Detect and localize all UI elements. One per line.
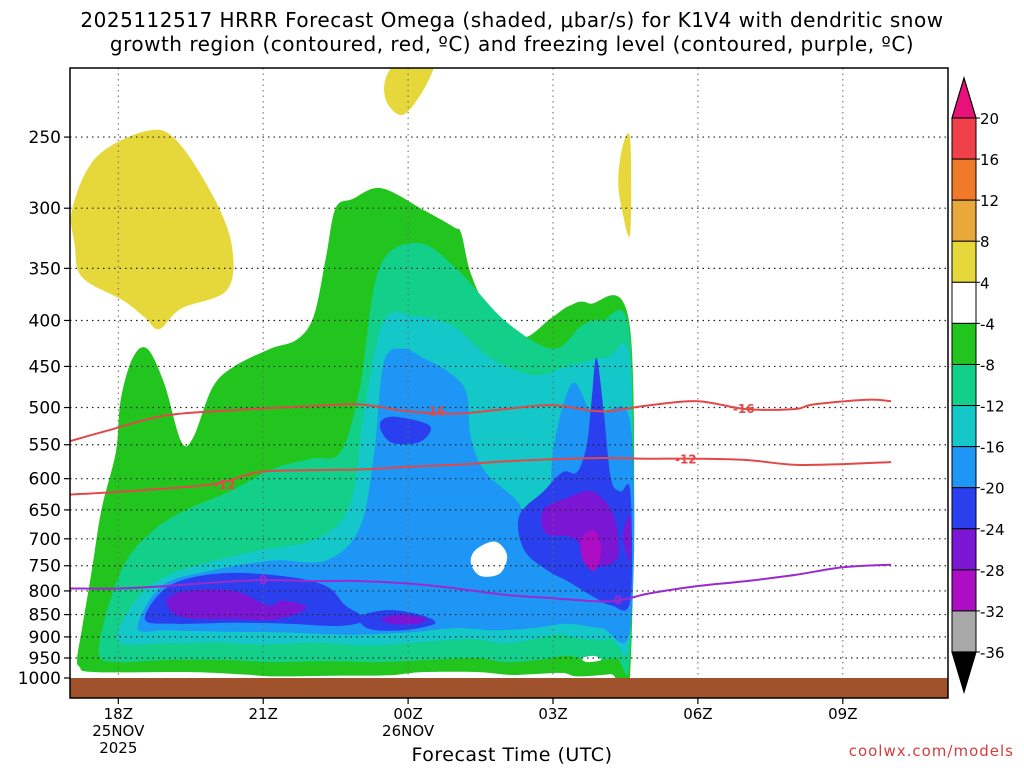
plot-frame	[69, 67, 949, 699]
colorbar: 20 16 12 8 4 -4 -8 -12 -16 -20 -24 -28 -32 -36	[951, 75, 1005, 695]
colorbar-label: -20	[980, 480, 1005, 498]
omega-region-14	[381, 614, 426, 625]
contour-label: 0	[259, 573, 267, 587]
colorbar-bin	[951, 569, 977, 612]
omega-region-4	[787, 52, 807, 64]
site-credit: coolwx.com/models	[848, 742, 1014, 760]
x-tick-label: 2025	[99, 739, 137, 757]
chart-title-line-2: growth region (contoured, red, ºC) and f…	[109, 32, 915, 56]
colorbar-label: -16	[980, 439, 1005, 457]
contour-label: 0	[614, 594, 622, 608]
colorbar-top-arrow	[951, 75, 977, 119]
plot-area	[70, 52, 948, 698]
contour-label: -12	[214, 478, 236, 492]
y-tick-label: 550	[29, 436, 61, 456]
y-tick-label: 650	[29, 501, 61, 521]
colorbar-label: -4	[980, 315, 995, 333]
x-tick-label: 03Z	[538, 705, 567, 723]
colorbar-label: -8	[980, 356, 995, 374]
y-tick-label: 750	[29, 557, 61, 577]
colorbar-label: -32	[980, 603, 1005, 621]
y-tick-label: 400	[29, 311, 61, 331]
colorbar-bin	[951, 199, 977, 242]
y-tick-label: 700	[29, 530, 61, 550]
contour-label: -16	[424, 404, 446, 418]
contour-line-2	[70, 456, 892, 496]
axes: 2503003504004505005506006507007508008509…	[18, 67, 949, 757]
y-tick-label: 1000	[18, 669, 61, 689]
colorbar-bin	[951, 158, 977, 201]
colorbar-bin	[951, 610, 977, 653]
omega-region-3	[618, 133, 632, 238]
colorbar-label: 4	[980, 274, 990, 292]
colorbar-bin	[951, 528, 977, 571]
x-tick-label: 18Z	[104, 705, 133, 723]
y-tick-label: 600	[29, 470, 61, 490]
y-tick-label: 500	[29, 399, 61, 419]
y-tick-label: 800	[29, 582, 61, 602]
colorbar-label: -28	[980, 562, 1005, 580]
chart-title-line-1: 2025112517 HRRR Forecast Omega (shaded, …	[80, 8, 944, 32]
colorbar-bin	[951, 363, 977, 407]
colorbar-bin	[951, 487, 977, 530]
x-tick-label: 09Z	[828, 705, 857, 723]
contour-line-3	[70, 563, 892, 603]
ground-terrain	[70, 678, 948, 698]
y-tick-label: 900	[29, 628, 61, 648]
y-tick-label: 450	[29, 357, 61, 377]
y-tick-label: 350	[29, 259, 61, 279]
contour-layer: -16 -16 -12 -12 0 0	[70, 398, 892, 608]
y-tick-label: 300	[29, 199, 61, 219]
x-tick-label: 00Z	[393, 705, 422, 723]
colorbar-bottom-arrow	[951, 651, 977, 695]
x-tick-label: 06Z	[683, 705, 712, 723]
omega-region-11	[379, 416, 431, 445]
colorbar-bin	[951, 240, 977, 283]
omega-region-13	[166, 589, 307, 621]
omega-region-17	[580, 530, 602, 572]
colorbar-label: -12	[980, 398, 1005, 416]
colorbar-label: 16	[980, 151, 999, 169]
colorbar-label: 8	[980, 233, 990, 251]
omega-region-18	[470, 541, 508, 577]
colorbar-label: -36	[980, 644, 1005, 662]
omega-region-1	[71, 129, 234, 330]
colorbar-label: 20	[980, 110, 999, 128]
colorbar-bin	[951, 281, 977, 324]
x-axis-label: Forecast Time (UTC)	[411, 744, 613, 766]
y-tick-label: 250	[29, 128, 61, 148]
y-tick-label: 950	[29, 649, 61, 669]
colorbar-bin	[951, 405, 977, 448]
x-tick-label: 26NOV	[382, 722, 435, 740]
y-tick-label: 850	[29, 606, 61, 626]
colorbar-label: -24	[980, 521, 1005, 539]
colorbar-label: 12	[980, 192, 999, 210]
x-tick-label: 25NOV	[92, 722, 145, 740]
x-tick-label: 21Z	[249, 705, 278, 723]
contour-label: -12	[675, 452, 697, 466]
contour-label: -16	[733, 402, 755, 416]
omega-region-2	[384, 68, 434, 115]
contour-line-1	[70, 398, 892, 443]
colorbar-bin	[951, 322, 977, 365]
colorbar-bin	[951, 446, 977, 489]
colorbar-bin	[951, 117, 977, 160]
omega-region-8	[137, 348, 635, 644]
omega-region-19	[581, 655, 602, 663]
